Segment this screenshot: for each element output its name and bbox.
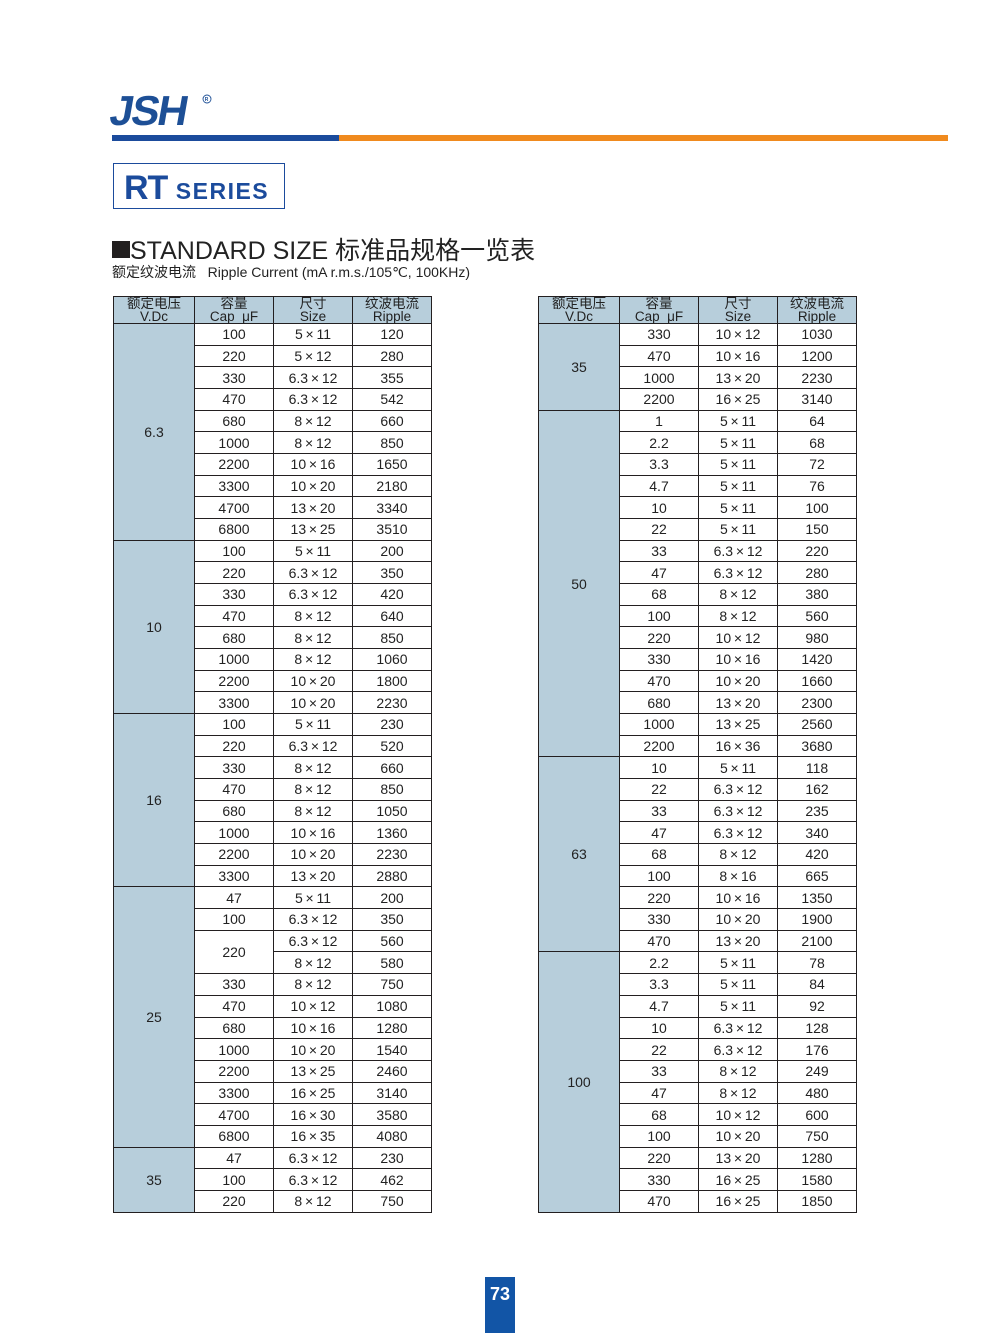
svg-text:JSH: JSH [110, 87, 190, 134]
svg-text:R: R [205, 97, 209, 103]
